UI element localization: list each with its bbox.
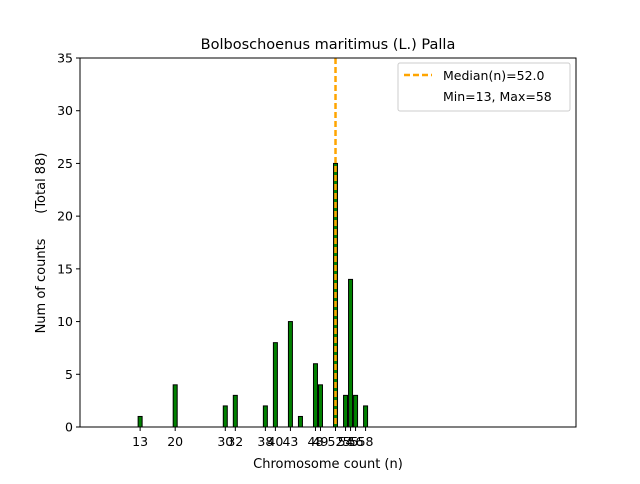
y-tick-label: 0 (65, 420, 73, 435)
bars-group (137, 162, 369, 428)
y-tick-label: 35 (57, 51, 73, 66)
bar-n43 (287, 321, 293, 428)
plot-frame (79, 57, 577, 428)
x-tick-label: 20 (167, 434, 183, 449)
y-tick-label: 15 (57, 261, 73, 276)
y-axis-label: Num of counts (Total 88) (34, 153, 49, 334)
x-tick-label: 56 (348, 434, 364, 449)
bar-n48 (312, 363, 318, 428)
bar-n13 (137, 415, 143, 428)
bar-n30 (222, 405, 228, 428)
bar-n49 (317, 384, 323, 428)
bar-n54 (343, 394, 349, 428)
y-tick-label: 25 (57, 156, 73, 171)
legend: Median(n)=52.0 Min=13, Max=58 (397, 62, 571, 112)
x-tick-label: 32 (227, 434, 243, 449)
x-tick-label: 40 (267, 434, 283, 449)
legend-entry-median: Median(n)=52.0 (443, 68, 544, 83)
x-tick-label: 55 (343, 434, 359, 449)
y-tick-label: 20 (57, 209, 73, 224)
bar-n55 (348, 278, 354, 428)
x-axis-label: Chromosome count (n) (253, 457, 403, 472)
x-tick-label: 38 (257, 434, 273, 449)
bar-n45 (297, 415, 303, 428)
x-tick-label: 49 (313, 434, 329, 449)
y-tick-label: 5 (65, 367, 73, 382)
bar-n20 (172, 384, 178, 428)
chart-title: Bolboschoenus maritimus (L.) Palla (201, 37, 456, 53)
x-tick-label: 48 (308, 434, 324, 449)
x-tick-label: 43 (282, 434, 298, 449)
y-axis: 0 5 10 15 20 25 30 35 (57, 51, 80, 435)
legend-entry-minmax: Min=13, Max=58 (443, 89, 552, 104)
legend-box (397, 62, 571, 112)
bar-n58 (363, 405, 369, 428)
bar-n56 (353, 394, 359, 428)
x-tick-label: 52 (328, 434, 344, 449)
x-tick-label: 54 (338, 434, 354, 449)
x-tick-label: 30 (217, 434, 233, 449)
bar-n38 (262, 405, 268, 428)
x-tick-label: 58 (358, 434, 374, 449)
y-tick-label: 10 (57, 314, 73, 329)
bar-n40 (272, 342, 278, 428)
x-tick-label: 13 (132, 434, 148, 449)
y-tick-label: 30 (57, 103, 73, 118)
bar-n32 (232, 394, 238, 428)
